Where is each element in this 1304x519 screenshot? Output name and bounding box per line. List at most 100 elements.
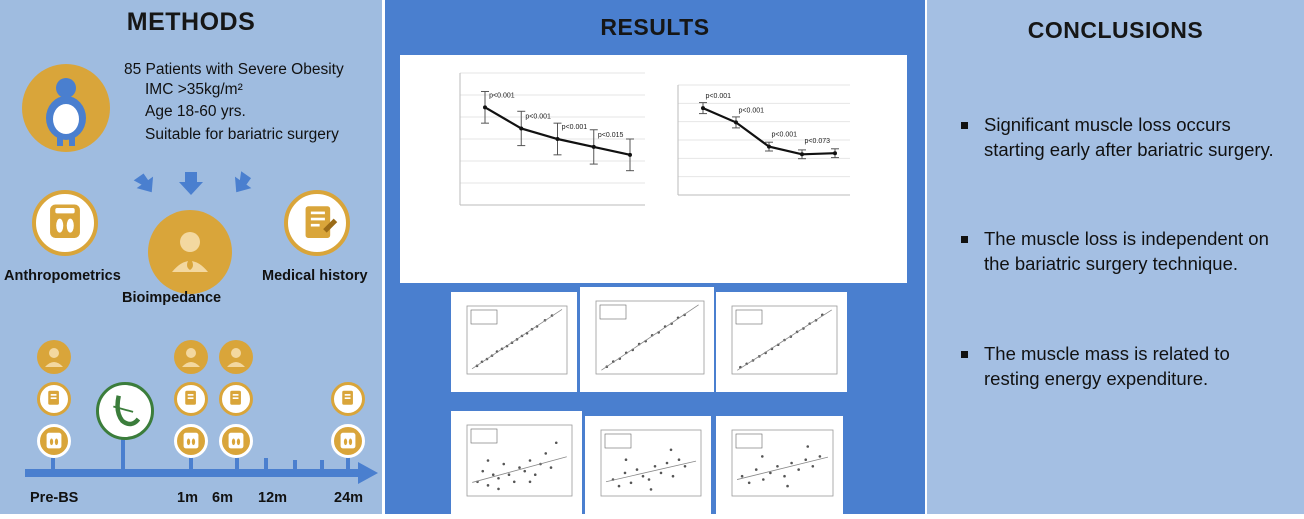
conclusions-panel: CONCLUSIONS Significant muscle loss occu… bbox=[927, 0, 1304, 514]
plot-frame bbox=[731, 429, 834, 497]
scatter-point bbox=[647, 478, 651, 481]
medical-history-icon bbox=[174, 382, 208, 416]
scale-icon bbox=[174, 424, 208, 458]
data-point bbox=[701, 106, 705, 111]
bioimpedance-icon bbox=[174, 340, 208, 374]
timeline-label-12m: 12m bbox=[258, 490, 288, 506]
scatter-point bbox=[491, 473, 495, 476]
scatter-point bbox=[669, 448, 673, 452]
data-point bbox=[555, 137, 560, 141]
bioimpedance-icon bbox=[219, 340, 253, 374]
medical-history-icon bbox=[219, 382, 253, 416]
scatter-point bbox=[617, 484, 621, 488]
label-bioimpedance: Bioimpedance bbox=[122, 290, 222, 306]
scale-icon bbox=[37, 424, 71, 458]
timeline-tick bbox=[346, 458, 350, 470]
scatter-chart-5 bbox=[585, 416, 711, 514]
data-point bbox=[628, 152, 632, 157]
methods-title: METHODS bbox=[126, 8, 256, 36]
conclusion-item-3: The muscle mass is related to resting en… bbox=[984, 343, 1230, 389]
data-point bbox=[519, 126, 524, 131]
timeline-tick-surgery bbox=[121, 430, 125, 472]
plot-frame bbox=[731, 305, 838, 375]
scatter-point bbox=[502, 462, 506, 466]
regression-line bbox=[601, 304, 699, 371]
scatter-point bbox=[624, 458, 628, 461]
stats-box bbox=[470, 428, 498, 444]
criteria-line-2: IMC >35kg/m² bbox=[145, 81, 243, 98]
data-point bbox=[767, 144, 771, 149]
scatter-point bbox=[497, 487, 500, 491]
scatter-point bbox=[665, 461, 669, 465]
timeline-label-6m: 6m bbox=[212, 490, 233, 506]
results-title: RESULTS bbox=[600, 14, 710, 40]
timeline-tick bbox=[189, 458, 193, 470]
regression-line bbox=[736, 456, 829, 480]
p-value-label: p<0.001 bbox=[706, 93, 732, 100]
line-charts-figure: p<0.001 p<0.001 p<0.001 p<0.015 p<0.001 p<0.0… bbox=[400, 55, 907, 283]
scale-icon bbox=[331, 424, 365, 458]
scatter-point bbox=[507, 473, 511, 476]
label-anthropometrics: Anthropometrics bbox=[4, 268, 121, 284]
data-point bbox=[483, 105, 487, 110]
scatter-point bbox=[528, 480, 532, 484]
conclusion-item-1: Significant muscle loss occurs starting … bbox=[984, 114, 1274, 160]
conclusion-item-2: The muscle loss is independent on the ba… bbox=[984, 228, 1269, 274]
scatter-point bbox=[747, 481, 751, 485]
timeline-bar bbox=[25, 469, 365, 477]
bullet-icon bbox=[961, 236, 968, 243]
plot-frame bbox=[466, 424, 573, 497]
data-point bbox=[833, 151, 837, 156]
scale-icon bbox=[32, 190, 98, 256]
bioimpedance-icon bbox=[148, 210, 232, 294]
scatter-point bbox=[523, 469, 527, 473]
p-value-label: p<0.073 bbox=[805, 138, 831, 145]
regression-line bbox=[471, 309, 563, 370]
data-point bbox=[591, 144, 596, 149]
regression-line bbox=[472, 456, 567, 483]
scatter-point bbox=[554, 441, 558, 445]
conclusions-title: CONCLUSIONS bbox=[1027, 17, 1204, 43]
timeline-arrow-icon bbox=[358, 462, 378, 484]
scatter-point bbox=[811, 465, 815, 468]
timeline-label-pre-bs: Pre-BS bbox=[30, 490, 79, 506]
scatter-point bbox=[623, 471, 627, 475]
scatter-point bbox=[677, 458, 681, 461]
regression-line bbox=[605, 460, 697, 483]
arrows-down-icon bbox=[133, 171, 252, 195]
patient-icon bbox=[22, 64, 110, 152]
p-value-label: p<0.001 bbox=[772, 132, 798, 139]
scatter-point bbox=[533, 473, 537, 476]
timeline-tick bbox=[235, 458, 239, 470]
scatter-point bbox=[790, 461, 793, 465]
scatter-point bbox=[762, 478, 765, 481]
stomach-surgery-icon bbox=[96, 382, 154, 440]
bullet-icon bbox=[961, 122, 968, 129]
label-medical-history: Medical history bbox=[262, 268, 368, 284]
timeline-tick bbox=[264, 458, 268, 470]
scatter-point bbox=[481, 469, 485, 473]
p-value-label: p<0.001 bbox=[739, 107, 765, 114]
scatter-point bbox=[769, 471, 772, 475]
scatter-point bbox=[486, 459, 490, 462]
scatter-point bbox=[818, 455, 822, 458]
p-value-label: p<0.001 bbox=[489, 92, 515, 99]
timeline-tick bbox=[293, 460, 297, 472]
medical-history-icon bbox=[37, 382, 71, 416]
stats-box bbox=[735, 309, 763, 325]
p-value-label: p<0.001 bbox=[525, 113, 551, 120]
scatter-point bbox=[804, 458, 808, 461]
p-value-label: p<0.015 bbox=[598, 132, 624, 139]
methods-panel: METHODS 85 Patients with Severe Obesity … bbox=[0, 0, 382, 514]
scatter-point bbox=[653, 465, 657, 468]
timeline-label-24m: 24m bbox=[334, 490, 364, 506]
stats-box bbox=[599, 304, 627, 320]
plot-frame bbox=[600, 429, 702, 497]
scatter-point bbox=[518, 466, 521, 469]
scatter-point bbox=[761, 455, 764, 458]
scatter-chart-6 bbox=[716, 416, 843, 514]
scatter-point bbox=[671, 474, 675, 478]
scatter-point bbox=[497, 476, 500, 480]
scatter-chart-2 bbox=[580, 287, 714, 392]
criteria-line-4: Suitable for bariatric surgery bbox=[145, 126, 339, 143]
